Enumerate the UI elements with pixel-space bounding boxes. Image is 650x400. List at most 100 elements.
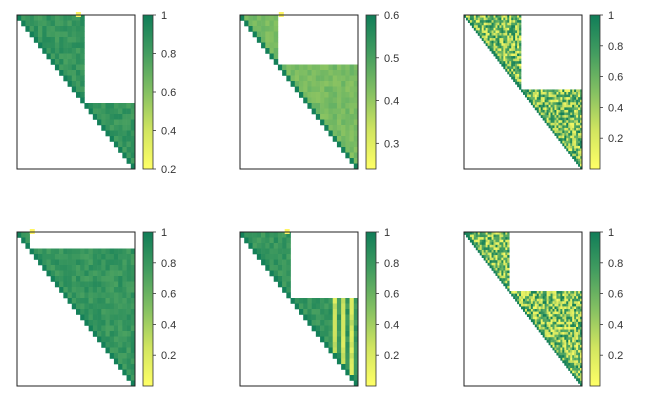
heatmap-cell xyxy=(59,281,64,288)
heatmap-cell xyxy=(349,303,355,310)
heatmap-cell xyxy=(524,309,528,312)
heatmap-cell xyxy=(33,254,39,260)
heatmap-cell xyxy=(503,45,506,49)
heatmap-cell xyxy=(558,125,561,129)
heatmap-cell xyxy=(499,43,502,47)
heatmap-cell xyxy=(63,281,68,288)
heatmap-cell xyxy=(118,287,123,293)
heatmap-cell xyxy=(521,303,524,307)
heatmap-cell xyxy=(97,119,102,126)
heatmap-cell xyxy=(578,94,581,98)
heatmap-cell xyxy=(38,20,43,27)
heatmap-cell xyxy=(574,309,577,312)
heatmap-cell xyxy=(307,64,312,71)
heatmap-cell xyxy=(497,15,500,18)
heatmap-cell xyxy=(113,103,119,109)
heatmap-cell xyxy=(345,86,350,93)
heatmap-cell xyxy=(126,292,132,299)
heatmap-cell xyxy=(29,15,35,21)
heatmap-cell xyxy=(336,141,342,148)
heatmap-cell xyxy=(552,298,555,302)
heatmap-cell xyxy=(558,324,561,328)
heatmap-cell xyxy=(554,291,557,294)
heatmap-cell xyxy=(580,107,583,111)
heatmap-cell xyxy=(546,92,549,95)
heatmap-cell xyxy=(530,301,534,305)
heatmap-cell xyxy=(566,135,569,139)
heatmap-cell xyxy=(562,309,565,312)
heatmap-cell xyxy=(481,30,484,34)
heatmap-cell xyxy=(568,362,571,366)
heatmap-cell xyxy=(477,27,481,31)
heatmap-cell xyxy=(332,81,338,87)
heatmap-cell xyxy=(564,102,567,106)
heatmap-cell xyxy=(113,358,119,365)
heatmap-cell xyxy=(315,114,321,120)
heatmap-cell xyxy=(550,97,553,100)
heatmap-cell xyxy=(574,291,577,294)
heatmap-cell xyxy=(336,347,342,354)
heatmap-chart-3: 0.20.40.60.81 xyxy=(463,10,623,170)
heatmap-cell xyxy=(328,298,334,304)
heatmap-cell xyxy=(572,303,575,307)
heatmap-cell xyxy=(349,342,355,348)
heatmap-cell xyxy=(552,347,555,351)
heatmap-cell xyxy=(509,22,512,26)
heatmap-cell xyxy=(481,244,484,248)
heatmap-cell xyxy=(562,130,565,134)
heatmap-cell xyxy=(560,122,563,126)
heatmap-cell xyxy=(80,287,85,293)
heatmap-cell xyxy=(560,107,563,111)
heatmap-cell xyxy=(479,252,482,256)
heatmap-cell xyxy=(491,27,494,31)
heatmap-cell xyxy=(530,89,534,93)
heatmap-cell xyxy=(526,303,530,307)
heatmap-cell xyxy=(560,293,563,297)
heatmap-cell xyxy=(558,306,561,310)
heatmap-cell xyxy=(576,127,579,131)
heatmap-cell xyxy=(353,75,359,82)
heatmap-cell xyxy=(122,347,127,354)
heatmap-cell xyxy=(552,109,555,113)
heatmap-cell xyxy=(252,237,258,244)
heatmap-cell xyxy=(469,237,473,240)
heatmap-chart-2: 0.30.40.50.6 xyxy=(239,10,399,170)
heatmap-cell xyxy=(548,298,551,302)
heatmap-cell xyxy=(42,15,47,21)
heatmap-cell xyxy=(507,249,510,253)
colorbar-tick-label: 0.6 xyxy=(161,87,176,99)
heatmap-cell xyxy=(341,353,346,359)
heatmap-cell xyxy=(517,56,520,59)
heatmap-cell xyxy=(513,68,516,72)
heatmap-cell xyxy=(97,320,102,326)
heatmap-cell xyxy=(501,260,504,264)
heatmap-cell xyxy=(564,352,567,356)
heatmap-cell xyxy=(550,332,553,335)
heatmap-cell xyxy=(80,31,85,38)
heatmap-cell xyxy=(76,309,81,315)
heatmap-cell xyxy=(576,130,579,134)
heatmap-cell xyxy=(546,329,549,333)
heatmap-cell xyxy=(530,309,534,312)
heatmap-cell xyxy=(286,292,291,299)
heatmap-cell xyxy=(528,306,532,310)
heatmap-cell xyxy=(495,45,498,49)
heatmap-cell xyxy=(562,329,565,333)
heatmap-cell xyxy=(88,265,94,271)
heatmap-cell xyxy=(477,25,481,29)
heatmap-cell xyxy=(493,265,496,269)
heatmap-cell xyxy=(548,97,551,100)
heatmap-cell xyxy=(256,232,262,238)
heatmap-cell xyxy=(483,237,486,240)
heatmap-cell xyxy=(540,92,543,95)
heatmap-cell xyxy=(324,81,329,87)
heatmap-cell xyxy=(349,70,355,76)
heatmap-cell xyxy=(560,303,563,307)
heatmap-cell xyxy=(501,265,504,269)
heatmap-cell xyxy=(570,311,573,315)
heatmap-cell xyxy=(483,15,486,18)
heatmap-cell xyxy=(558,138,561,142)
heatmap-cell xyxy=(29,31,35,38)
heatmap-cell xyxy=(491,242,494,246)
heatmap-cell xyxy=(345,64,350,71)
